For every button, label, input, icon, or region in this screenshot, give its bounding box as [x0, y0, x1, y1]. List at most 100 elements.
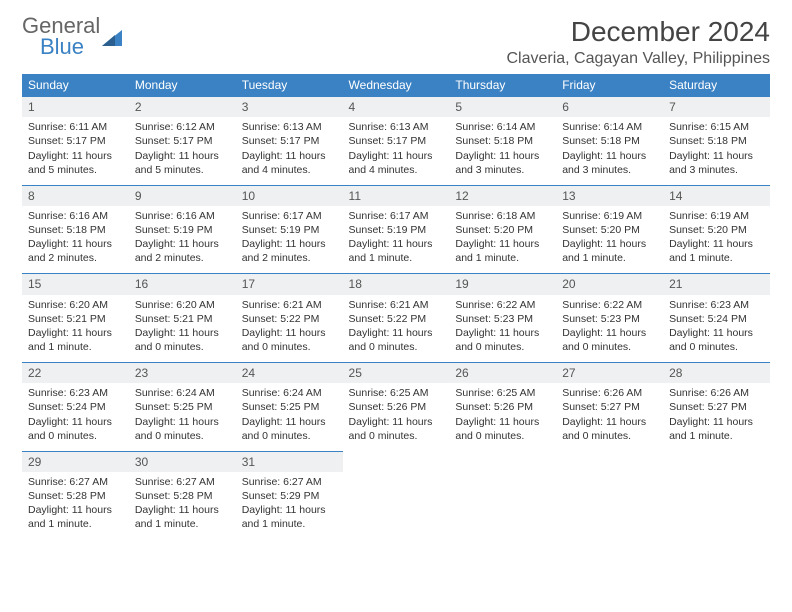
sunset-text: Sunset: 5:18 PM	[28, 223, 123, 237]
sunset-text: Sunset: 5:17 PM	[349, 134, 444, 148]
day-number-cell: 4	[343, 97, 450, 118]
sunrise-text: Sunrise: 6:24 AM	[135, 386, 230, 400]
sunset-text: Sunset: 5:26 PM	[455, 400, 550, 414]
sunset-text: Sunset: 5:22 PM	[242, 312, 337, 326]
day-content-cell: Sunrise: 6:25 AMSunset: 5:26 PMDaylight:…	[343, 383, 450, 451]
day-number-cell: 3	[236, 97, 343, 118]
sunset-text: Sunset: 5:21 PM	[135, 312, 230, 326]
day-content-row: Sunrise: 6:23 AMSunset: 5:24 PMDaylight:…	[22, 383, 770, 451]
day-content-cell: Sunrise: 6:21 AMSunset: 5:22 PMDaylight:…	[236, 295, 343, 363]
weekday-header: Sunday	[22, 74, 129, 97]
weekday-header: Tuesday	[236, 74, 343, 97]
day-number-cell: 30	[129, 451, 236, 472]
day-content-cell: Sunrise: 6:14 AMSunset: 5:18 PMDaylight:…	[449, 117, 556, 185]
sunrise-text: Sunrise: 6:24 AM	[242, 386, 337, 400]
daylight-text: Daylight: 11 hours and 3 minutes.	[669, 149, 764, 177]
day-number-cell: 6	[556, 97, 663, 118]
day-number-cell: 15	[22, 274, 129, 295]
sunrise-text: Sunrise: 6:14 AM	[455, 120, 550, 134]
daylight-text: Daylight: 11 hours and 0 minutes.	[135, 326, 230, 354]
day-number-cell: 17	[236, 274, 343, 295]
sunrise-text: Sunrise: 6:25 AM	[455, 386, 550, 400]
day-content-cell: Sunrise: 6:27 AMSunset: 5:28 PMDaylight:…	[129, 472, 236, 540]
sunset-text: Sunset: 5:17 PM	[28, 134, 123, 148]
day-number-cell: 5	[449, 97, 556, 118]
day-content-cell: Sunrise: 6:27 AMSunset: 5:29 PMDaylight:…	[236, 472, 343, 540]
day-content-cell: Sunrise: 6:14 AMSunset: 5:18 PMDaylight:…	[556, 117, 663, 185]
sunset-text: Sunset: 5:22 PM	[349, 312, 444, 326]
day-number-cell: 13	[556, 185, 663, 206]
daylight-text: Daylight: 11 hours and 1 minute.	[135, 503, 230, 531]
daylight-text: Daylight: 11 hours and 1 minute.	[669, 237, 764, 265]
sunset-text: Sunset: 5:18 PM	[562, 134, 657, 148]
daylight-text: Daylight: 11 hours and 0 minutes.	[455, 326, 550, 354]
day-content-cell: Sunrise: 6:12 AMSunset: 5:17 PMDaylight:…	[129, 117, 236, 185]
day-content-row: Sunrise: 6:11 AMSunset: 5:17 PMDaylight:…	[22, 117, 770, 185]
logo-triangle-icon	[102, 28, 122, 46]
sunset-text: Sunset: 5:27 PM	[562, 400, 657, 414]
day-number-cell: 2	[129, 97, 236, 118]
daylight-text: Daylight: 11 hours and 0 minutes.	[242, 415, 337, 443]
daylight-text: Daylight: 11 hours and 2 minutes.	[242, 237, 337, 265]
sunrise-text: Sunrise: 6:18 AM	[455, 209, 550, 223]
day-content-cell: Sunrise: 6:24 AMSunset: 5:25 PMDaylight:…	[129, 383, 236, 451]
daylight-text: Daylight: 11 hours and 0 minutes.	[135, 415, 230, 443]
sunrise-text: Sunrise: 6:25 AM	[349, 386, 444, 400]
day-number-cell: 9	[129, 185, 236, 206]
weekday-header: Monday	[129, 74, 236, 97]
day-content-cell: Sunrise: 6:21 AMSunset: 5:22 PMDaylight:…	[343, 295, 450, 363]
sunset-text: Sunset: 5:28 PM	[135, 489, 230, 503]
day-number-row: 293031	[22, 451, 770, 472]
day-content-cell: Sunrise: 6:13 AMSunset: 5:17 PMDaylight:…	[343, 117, 450, 185]
daylight-text: Daylight: 11 hours and 5 minutes.	[28, 149, 123, 177]
day-content-row: Sunrise: 6:27 AMSunset: 5:28 PMDaylight:…	[22, 472, 770, 540]
sunrise-text: Sunrise: 6:23 AM	[28, 386, 123, 400]
sunset-text: Sunset: 5:18 PM	[669, 134, 764, 148]
sunrise-text: Sunrise: 6:26 AM	[669, 386, 764, 400]
sunset-text: Sunset: 5:24 PM	[669, 312, 764, 326]
day-content-cell: Sunrise: 6:20 AMSunset: 5:21 PMDaylight:…	[129, 295, 236, 363]
day-number-cell: 8	[22, 185, 129, 206]
sunrise-text: Sunrise: 6:21 AM	[242, 298, 337, 312]
sunset-text: Sunset: 5:20 PM	[669, 223, 764, 237]
day-number-cell: 18	[343, 274, 450, 295]
day-content-cell	[449, 472, 556, 540]
day-number-row: 22232425262728	[22, 363, 770, 384]
day-number-cell: 21	[663, 274, 770, 295]
sunrise-text: Sunrise: 6:15 AM	[669, 120, 764, 134]
daylight-text: Daylight: 11 hours and 4 minutes.	[242, 149, 337, 177]
day-number-cell: 11	[343, 185, 450, 206]
day-content-cell: Sunrise: 6:17 AMSunset: 5:19 PMDaylight:…	[343, 206, 450, 274]
day-number-cell: 19	[449, 274, 556, 295]
day-number-cell	[343, 451, 450, 472]
header: General Blue December 2024 Claveria, Cag…	[22, 16, 770, 68]
daylight-text: Daylight: 11 hours and 3 minutes.	[455, 149, 550, 177]
day-content-cell: Sunrise: 6:22 AMSunset: 5:23 PMDaylight:…	[449, 295, 556, 363]
sunrise-text: Sunrise: 6:13 AM	[242, 120, 337, 134]
sunrise-text: Sunrise: 6:26 AM	[562, 386, 657, 400]
day-content-cell: Sunrise: 6:11 AMSunset: 5:17 PMDaylight:…	[22, 117, 129, 185]
sunrise-text: Sunrise: 6:16 AM	[135, 209, 230, 223]
daylight-text: Daylight: 11 hours and 2 minutes.	[135, 237, 230, 265]
daylight-text: Daylight: 11 hours and 0 minutes.	[28, 415, 123, 443]
day-content-cell: Sunrise: 6:24 AMSunset: 5:25 PMDaylight:…	[236, 383, 343, 451]
day-content-cell: Sunrise: 6:22 AMSunset: 5:23 PMDaylight:…	[556, 295, 663, 363]
day-content-cell	[663, 472, 770, 540]
daylight-text: Daylight: 11 hours and 1 minute.	[242, 503, 337, 531]
day-content-cell: Sunrise: 6:15 AMSunset: 5:18 PMDaylight:…	[663, 117, 770, 185]
sunrise-text: Sunrise: 6:23 AM	[669, 298, 764, 312]
daylight-text: Daylight: 11 hours and 1 minute.	[28, 503, 123, 531]
sunset-text: Sunset: 5:18 PM	[455, 134, 550, 148]
weekday-header-row: Sunday Monday Tuesday Wednesday Thursday…	[22, 74, 770, 97]
day-number-cell: 10	[236, 185, 343, 206]
sunrise-text: Sunrise: 6:13 AM	[349, 120, 444, 134]
daylight-text: Daylight: 11 hours and 1 minute.	[28, 326, 123, 354]
day-number-cell: 7	[663, 97, 770, 118]
weekday-header: Thursday	[449, 74, 556, 97]
weekday-header: Saturday	[663, 74, 770, 97]
day-number-cell: 28	[663, 363, 770, 384]
sunrise-text: Sunrise: 6:27 AM	[28, 475, 123, 489]
sunrise-text: Sunrise: 6:17 AM	[242, 209, 337, 223]
location: Claveria, Cagayan Valley, Philippines	[506, 50, 770, 68]
sunrise-text: Sunrise: 6:16 AM	[28, 209, 123, 223]
